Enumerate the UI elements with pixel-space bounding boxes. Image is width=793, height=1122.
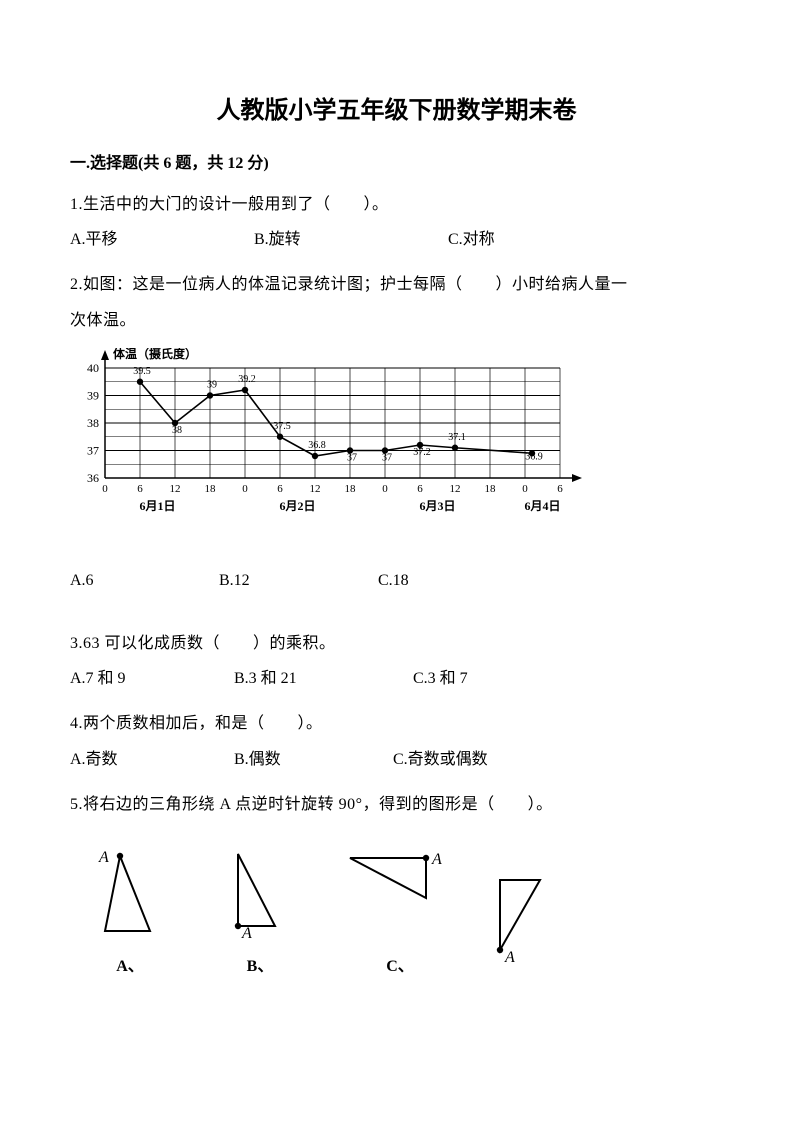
svg-text:37: 37 (347, 452, 357, 463)
q2-chart: 36 37 38 39 40 体温（摄氏度） 0 6 12 18 0 6 12 18 0 6 12 18 0 6 6月1… (70, 348, 723, 543)
svg-text:A: A (241, 925, 252, 942)
q5-label-c: C、 (330, 952, 470, 976)
q4-opt-a: A.奇数 (70, 742, 230, 777)
q5-label-b: B、 (200, 952, 320, 976)
q4-text: 4.两个质数相加后，和是（ ）。 (70, 706, 723, 741)
q3-text: 3.63 可以化成质数（ ）的乘积。 (70, 626, 723, 661)
q3-opt-c: C.3 和 7 (413, 661, 553, 696)
section-1-heading: 一.选择题(共 6 题，共 12 分) (70, 149, 723, 173)
svg-text:6: 6 (417, 483, 423, 495)
svg-text:6: 6 (137, 483, 143, 495)
svg-text:0: 0 (382, 483, 388, 495)
svg-text:6月2日: 6月2日 (279, 499, 315, 513)
svg-text:0: 0 (102, 483, 108, 495)
svg-text:36.9: 36.9 (525, 451, 543, 462)
svg-text:40: 40 (87, 361, 99, 375)
q2-text-line2: 次体温。 (70, 303, 723, 338)
q5-fig-b: A B、 (200, 846, 320, 976)
svg-text:39.5: 39.5 (133, 366, 151, 377)
q5-text: 5.将右边的三角形绕 A 点逆时针旋转 90°，得到的图形是（ ）。 (70, 787, 723, 822)
q1-options: A.平移 B.旋转 C.对称 (70, 222, 723, 257)
q3-opt-b: B.3 和 21 (234, 661, 409, 696)
svg-text:39: 39 (87, 388, 99, 402)
svg-text:38: 38 (172, 425, 182, 436)
triangle-b-svg: A (220, 846, 300, 946)
q5-fig-d: A (480, 870, 570, 976)
q4-opt-b: B.偶数 (234, 742, 389, 777)
svg-text:6月4日: 6月4日 (524, 499, 560, 513)
svg-text:12: 12 (170, 483, 181, 495)
temperature-chart-svg: 36 37 38 39 40 体温（摄氏度） 0 6 12 18 0 6 12 18 0 6 12 18 0 6 6月1… (70, 348, 600, 538)
q4-opt-c: C.奇数或偶数 (393, 742, 553, 777)
q3-options: A.7 和 9 B.3 和 21 C.3 和 7 (70, 661, 723, 696)
q5-fig-a: A A、 (70, 846, 190, 976)
triangle-d-svg: A (485, 870, 565, 970)
page-title: 人教版小学五年级下册数学期末卷 (70, 90, 723, 125)
svg-text:18: 18 (205, 483, 217, 495)
svg-text:0: 0 (242, 483, 248, 495)
svg-text:39: 39 (207, 379, 217, 390)
q2-opt-b: B.12 (219, 563, 374, 598)
triangle-a-svg: A (85, 846, 175, 946)
q2-options: A.6 B.12 C.18 (70, 563, 723, 598)
svg-text:38: 38 (87, 416, 99, 430)
svg-text:体温（摄氏度）: 体温（摄氏度） (113, 348, 197, 361)
q2-opt-c: C.18 (378, 563, 498, 598)
svg-text:12: 12 (310, 483, 321, 495)
svg-text:18: 18 (485, 483, 497, 495)
svg-text:37: 37 (382, 452, 392, 463)
q5-fig-c: A C、 (330, 846, 470, 976)
q1-opt-a: A.平移 (70, 222, 250, 257)
svg-text:6: 6 (557, 483, 563, 495)
svg-text:12: 12 (450, 483, 461, 495)
svg-text:36.8: 36.8 (308, 440, 326, 451)
svg-text:A: A (431, 851, 442, 868)
q3-opt-a: A.7 和 9 (70, 661, 230, 696)
svg-text:0: 0 (522, 483, 528, 495)
svg-text:A: A (504, 949, 515, 966)
q1-text: 1.生活中的大门的设计一般用到了（ ）。 (70, 187, 723, 222)
triangle-c-svg: A (340, 846, 460, 946)
svg-text:36: 36 (87, 471, 99, 485)
q5-figures: A A、 A B、 A C、 A (70, 846, 723, 976)
svg-text:A: A (98, 849, 109, 866)
svg-text:39.2: 39.2 (238, 374, 256, 385)
svg-text:37.5: 37.5 (273, 421, 291, 432)
q2-text-line1: 2.如图：这是一位病人的体温记录统计图；护士每隔（ ）小时给病人量一 (70, 267, 723, 302)
svg-text:6月1日: 6月1日 (139, 499, 175, 513)
q1-opt-b: B.旋转 (254, 222, 444, 257)
q2-opt-a: A.6 (70, 563, 215, 598)
svg-text:37.2: 37.2 (413, 447, 431, 458)
svg-text:6: 6 (277, 483, 283, 495)
q5-label-a: A、 (70, 952, 190, 976)
q4-options: A.奇数 B.偶数 C.奇数或偶数 (70, 742, 723, 777)
svg-text:18: 18 (345, 483, 357, 495)
q1-opt-c: C.对称 (448, 222, 568, 257)
exam-page: 人教版小学五年级下册数学期末卷 一.选择题(共 6 题，共 12 分) 1.生活… (0, 0, 793, 1122)
svg-text:37.1: 37.1 (448, 432, 466, 443)
svg-text:37: 37 (87, 443, 99, 457)
svg-text:6月3日: 6月3日 (419, 499, 455, 513)
